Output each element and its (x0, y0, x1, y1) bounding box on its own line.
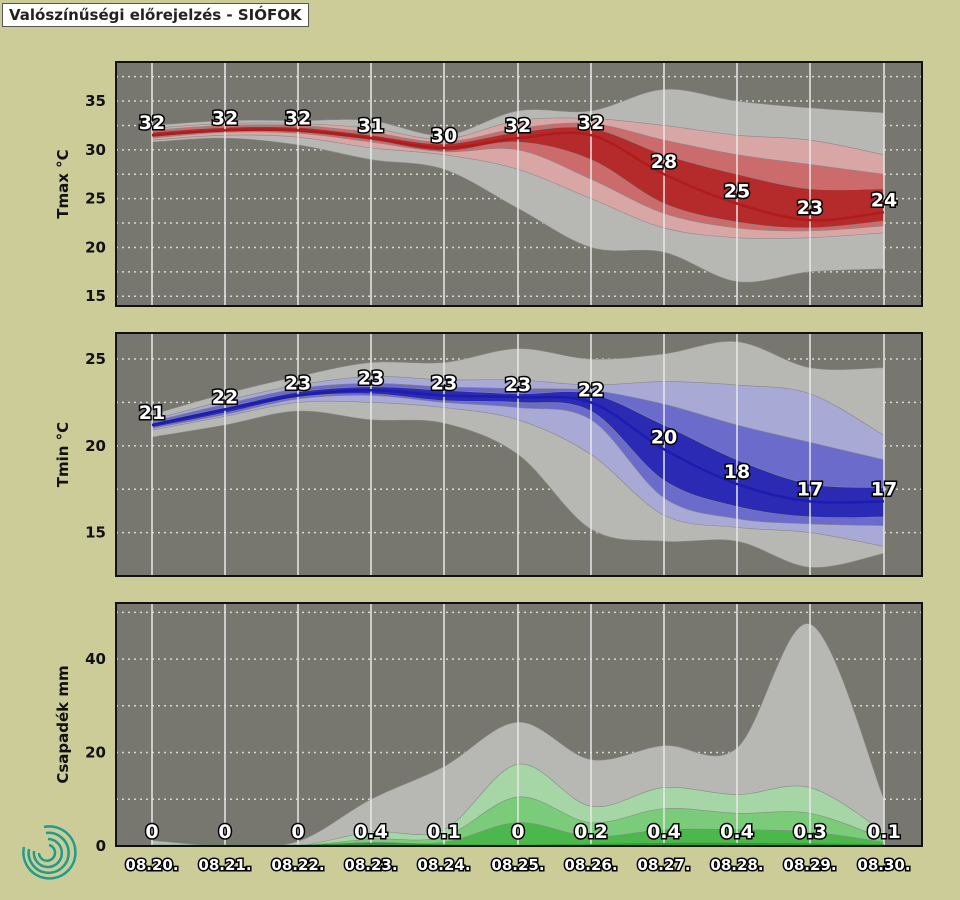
y-tick-label: 25 (85, 190, 106, 208)
x-tick-label: 08.29. (783, 856, 836, 874)
data-label: 23 (797, 197, 823, 219)
swirl-logo (22, 825, 77, 880)
data-label: 17 (797, 478, 823, 500)
data-label: 23 (285, 372, 311, 394)
data-label: 20 (651, 426, 677, 448)
y-tick-label: 35 (85, 92, 106, 110)
y-tick-label: 20 (85, 437, 106, 455)
y-tick-label: 20 (85, 238, 106, 256)
data-label: 32 (578, 112, 604, 134)
data-label: 23 (505, 374, 531, 396)
chart-title: Valószínűségi előrejelzés - SIÓFOK (2, 3, 309, 27)
y-tick-label: 20 (85, 744, 106, 762)
data-label: 18 (724, 461, 750, 483)
x-tick-label: 08.28. (710, 856, 763, 874)
data-label: 0 (218, 821, 231, 843)
data-label: 22 (212, 386, 238, 408)
x-tick-label: 08.27. (637, 856, 690, 874)
x-tick-label: 08.23. (344, 856, 397, 874)
data-label: 0.4 (354, 821, 388, 843)
data-label: 30 (431, 125, 457, 147)
data-label: 17 (871, 478, 897, 500)
x-tick-label: 08.25. (491, 856, 544, 874)
median-line (151, 389, 885, 504)
data-label: 32 (285, 107, 311, 129)
y-axis-label: Csapadék mm (54, 665, 72, 783)
chart-panel-0: 15 20 25 30 35 Tmax °C 32 32 32 31 30 32 32 28 25 23 24 (54, 61, 923, 307)
y-tick-label: 25 (85, 350, 106, 368)
x-tick-label: 08.21. (198, 856, 251, 874)
x-tick-label: 08.24. (417, 856, 470, 874)
data-label: 32 (505, 115, 531, 137)
x-tick-label: 08.30. (857, 856, 910, 874)
y-tick-label: 15 (85, 287, 106, 305)
data-label: 21 (139, 402, 165, 424)
data-label: 0 (145, 821, 158, 843)
x-tick-label: 08.26. (564, 856, 617, 874)
median-line (151, 128, 885, 222)
y-tick-label: 30 (85, 141, 106, 159)
y-tick-label: 0 (96, 837, 106, 855)
data-label: 0.1 (867, 821, 901, 843)
data-label: 23 (431, 372, 457, 394)
data-label: 28 (651, 151, 677, 173)
data-label: 0.3 (793, 821, 827, 843)
data-label: 31 (358, 115, 384, 137)
data-label: 0.4 (647, 821, 681, 843)
y-tick-label: 15 (85, 524, 106, 542)
data-label: 0.2 (574, 821, 608, 843)
chart-panel-2: 0 20 40 Csapadék mm 0 0 0 0.4 0.1 0 0.2 0.4 0.4 0.3 0.… (54, 602, 923, 876)
data-label: 23 (358, 367, 384, 389)
data-label: 25 (724, 181, 750, 203)
data-label: 0 (291, 821, 304, 843)
data-label: 32 (139, 112, 165, 134)
data-label: 22 (578, 379, 604, 401)
panel-frame (115, 602, 923, 847)
data-label: 0.1 (427, 821, 461, 843)
data-label: 24 (871, 189, 897, 211)
chart-panel-1: 15 20 25 Tmin °C 21 22 23 23 23 23 22 20 18 17 17 (54, 332, 923, 577)
panel-frame (115, 61, 923, 307)
y-axis-label: Tmax °C (54, 149, 72, 218)
panel-frame (115, 332, 923, 577)
data-label: 0.4 (720, 821, 754, 843)
y-axis-label: Tmin °C (54, 422, 72, 487)
x-tick-label: 08.20. (125, 856, 178, 874)
y-tick-label: 40 (85, 650, 106, 668)
data-label: 32 (212, 107, 238, 129)
x-tick-label: 08.22. (271, 856, 324, 874)
data-label: 0 (511, 821, 524, 843)
median-line (152, 842, 885, 846)
